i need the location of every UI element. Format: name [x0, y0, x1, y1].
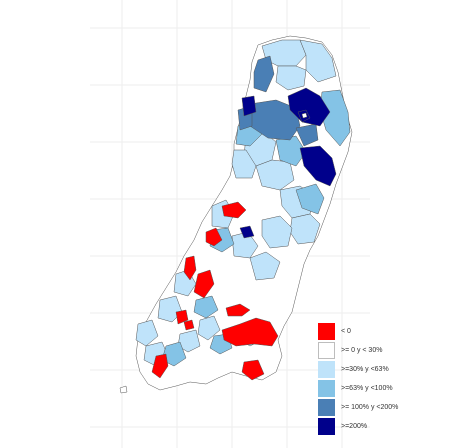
- zone-negative: [183, 255, 197, 281]
- legend-swatch: [318, 323, 335, 340]
- zone-negative: [205, 227, 223, 247]
- legend-item-63-100: >=63% y <100%: [318, 379, 438, 398]
- legend-label: < 0: [341, 328, 351, 335]
- legend-label: >= 0 y < 30%: [341, 347, 383, 354]
- zone-negative: [241, 359, 265, 381]
- legend-swatch: [318, 342, 335, 359]
- zone-30-63: [255, 159, 295, 191]
- legend-label: >=63% y <100%: [341, 385, 393, 392]
- zone-200-plus: [239, 225, 255, 239]
- legend-label: >=30% y <63%: [341, 366, 389, 373]
- zone-30-63: [249, 251, 281, 281]
- islet: [119, 385, 128, 394]
- zone-negative: [221, 317, 279, 347]
- zone-30-63: [197, 315, 221, 341]
- legend-swatch: [318, 361, 335, 378]
- city-center: [301, 112, 308, 119]
- zone-200-plus: [299, 145, 337, 187]
- zone-30-63: [299, 39, 337, 83]
- legend-item-200-plus: >=200%: [318, 417, 438, 436]
- zone-200-plus: [287, 87, 331, 127]
- zone-negative: [183, 319, 195, 331]
- legend-swatch: [318, 418, 335, 435]
- zone-negative: [175, 309, 189, 325]
- zone-63-100: [295, 183, 325, 215]
- zone-100-200: [253, 55, 275, 93]
- map-legend: < 0 >= 0 y < 30% >=30% y <63% >=63% y <1…: [318, 322, 438, 436]
- zone-30-63: [261, 215, 293, 249]
- legend-label: >=200%: [341, 423, 368, 430]
- zone-negative: [221, 201, 247, 219]
- zone-100-200: [249, 99, 301, 141]
- legend-label: >= 100% y <200%: [341, 404, 399, 411]
- zone-63-100: [193, 295, 219, 319]
- zone-negative: [193, 269, 215, 299]
- zone-negative: [151, 353, 169, 379]
- zone-100-200: [295, 123, 319, 147]
- zone-30-63: [275, 65, 307, 91]
- zone-30-63: [231, 149, 257, 179]
- zone-negative: [225, 303, 251, 317]
- legend-swatch: [318, 399, 335, 416]
- zone-200-plus: [241, 95, 257, 117]
- legend-item-negative: < 0: [318, 322, 438, 341]
- zone-30-63: [135, 319, 159, 347]
- legend-item-0-30: >= 0 y < 30%: [318, 341, 438, 360]
- legend-item-100-200: >= 100% y <200%: [318, 398, 438, 417]
- legend-swatch: [318, 380, 335, 397]
- legend-item-30-63: >=30% y <63%: [318, 360, 438, 379]
